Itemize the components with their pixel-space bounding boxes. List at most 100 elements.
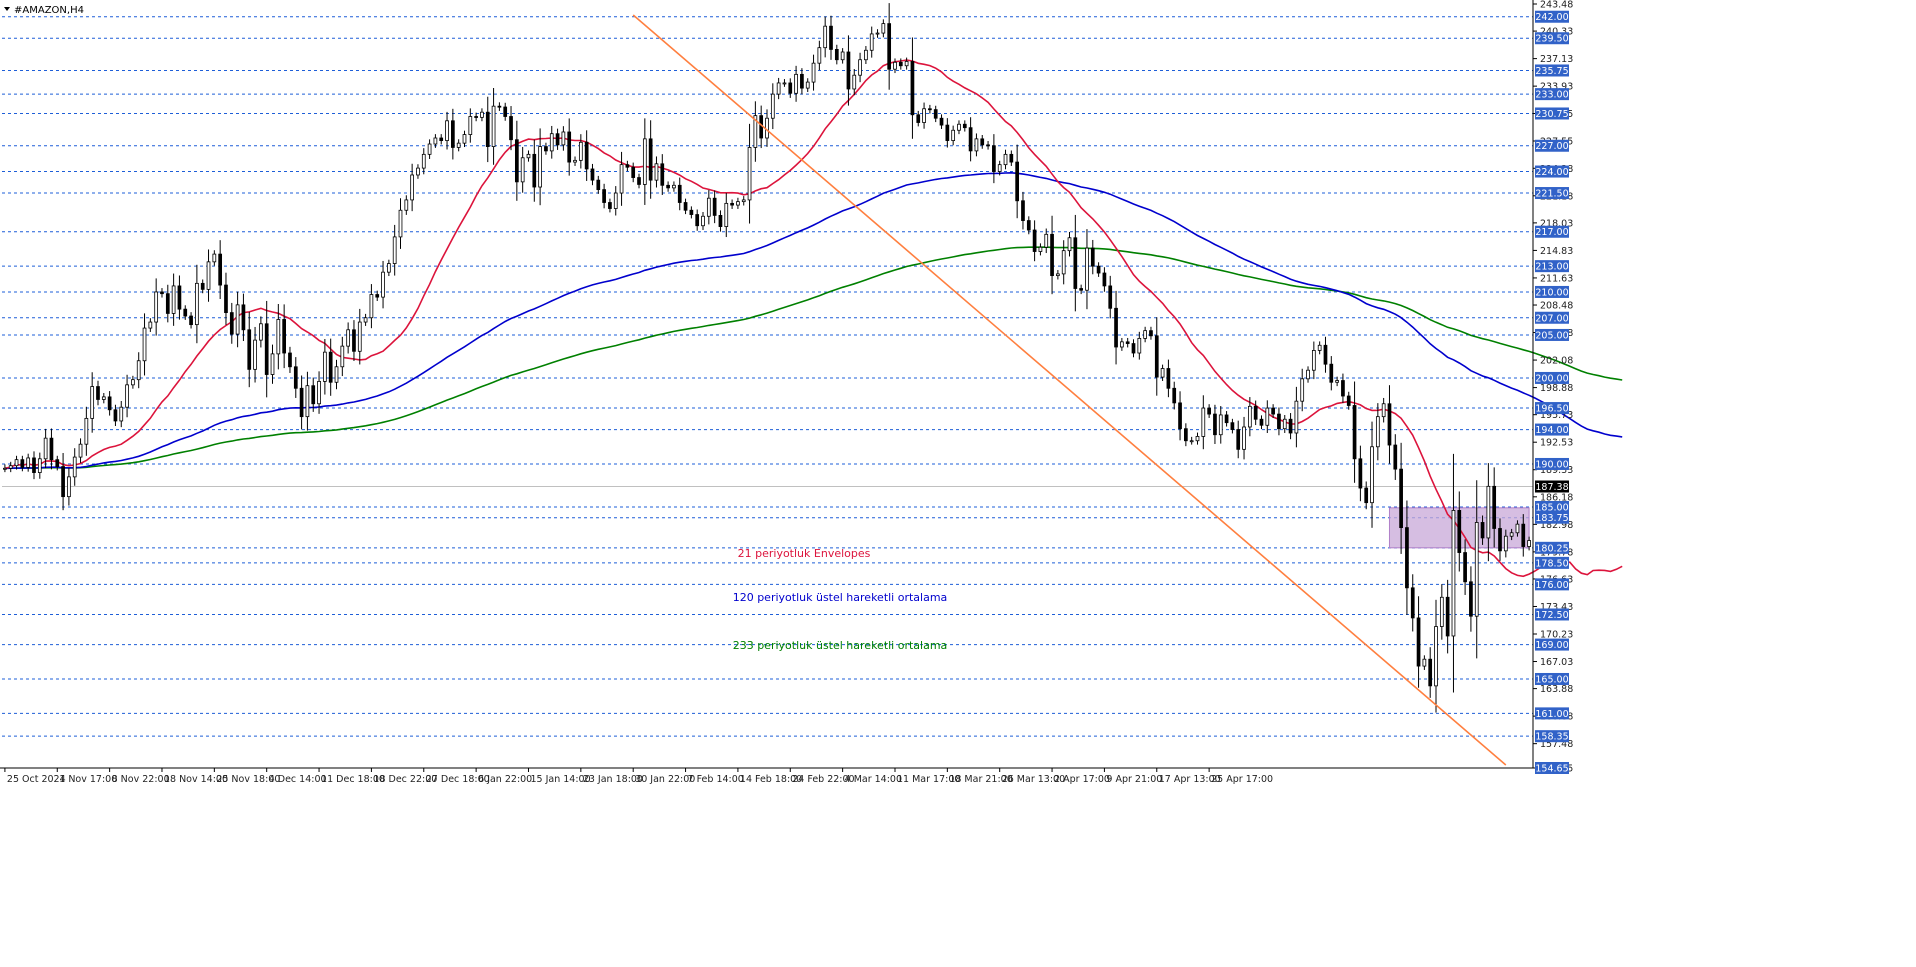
level-price-tag xyxy=(1535,32,1569,45)
candle-body xyxy=(788,82,793,94)
candle-body xyxy=(1120,341,1124,348)
candle-body xyxy=(1236,429,1241,450)
candle-body xyxy=(1375,416,1380,448)
candle-body xyxy=(1125,341,1130,344)
candle-body xyxy=(171,285,176,314)
candle-body xyxy=(718,215,723,227)
candle-body xyxy=(509,116,513,141)
candle-body xyxy=(939,117,944,126)
level-price-label: 233.00 xyxy=(1535,90,1568,101)
horizontal-levels xyxy=(2,16,1533,769)
candle-body xyxy=(1329,363,1334,383)
candle-body xyxy=(514,139,519,183)
candle-body xyxy=(689,209,694,215)
candle-body xyxy=(1021,200,1025,221)
candle-body xyxy=(241,304,246,331)
x-tick-label: 25 Oct 2024 xyxy=(7,774,66,785)
candle-body xyxy=(619,164,624,194)
candle-body xyxy=(416,167,420,176)
candle-body xyxy=(3,467,7,470)
candle-body xyxy=(677,184,682,203)
y-tick-label: 202.08 xyxy=(1540,356,1573,367)
level-price-tag xyxy=(1535,541,1569,554)
candle-body xyxy=(1213,413,1217,436)
envelope-21-line[interactable] xyxy=(4,59,1623,578)
candle-body xyxy=(8,465,13,469)
candle-body xyxy=(462,134,467,144)
level-price-label: 154.65 xyxy=(1535,764,1568,775)
candle-body xyxy=(113,409,118,422)
candle-body xyxy=(1096,265,1101,274)
candle-body xyxy=(1154,335,1159,378)
level-price-tag xyxy=(1535,139,1569,152)
candle-body xyxy=(1306,369,1310,380)
level-price-tag xyxy=(1535,371,1569,384)
candle-body xyxy=(613,192,618,209)
candle-body xyxy=(1451,510,1456,637)
candle-body xyxy=(125,384,129,408)
y-tick-label: 186.18 xyxy=(1540,492,1573,503)
candle-body xyxy=(67,476,71,498)
candle-body xyxy=(1434,626,1438,687)
candle-body xyxy=(1428,658,1433,687)
candle-body xyxy=(840,51,845,61)
candle-body xyxy=(1189,440,1194,443)
trendline[interactable] xyxy=(632,14,1507,766)
level-price-tag xyxy=(1535,107,1569,120)
candle-body xyxy=(189,315,193,326)
candle-body xyxy=(561,131,566,146)
level-price-label: 172.50 xyxy=(1535,610,1568,621)
level-price-label: 224.00 xyxy=(1535,167,1568,178)
candle-body xyxy=(1498,528,1502,552)
level-price-label: 180.25 xyxy=(1535,543,1568,554)
x-tick-label: 30 Jan 22:00 xyxy=(635,774,695,785)
candle-body xyxy=(1067,237,1072,252)
candle-body xyxy=(1317,344,1322,351)
candle-body xyxy=(544,146,548,152)
candle-body xyxy=(800,73,804,89)
candle-body xyxy=(910,61,915,116)
candle-body xyxy=(1160,368,1165,378)
candle-body xyxy=(654,163,659,181)
candle-body xyxy=(32,457,36,473)
candle-body xyxy=(375,294,380,298)
candle-body xyxy=(55,459,60,467)
candle-body xyxy=(421,153,426,169)
dropdown-triangle-icon[interactable] xyxy=(4,7,10,11)
candle-body xyxy=(398,209,403,238)
candle-body xyxy=(770,93,775,119)
level-price-label: 221.50 xyxy=(1535,189,1568,200)
candle-body xyxy=(1201,407,1206,437)
candle-body xyxy=(43,437,48,460)
ema-120-line[interactable] xyxy=(4,171,1623,470)
candle-body xyxy=(1259,418,1264,426)
candle-body xyxy=(1009,153,1014,163)
candle-body xyxy=(1352,405,1357,460)
candle-body xyxy=(590,168,595,181)
candle-body xyxy=(1085,247,1089,291)
x-tick-label: 18 Dec 22:00 xyxy=(373,774,437,785)
candle-body xyxy=(584,141,589,170)
candle-body xyxy=(1346,395,1351,406)
candle-body xyxy=(602,189,606,203)
candle-body xyxy=(1311,350,1316,371)
candle-body xyxy=(962,123,967,129)
level-price-tag xyxy=(1535,672,1569,685)
candle-body xyxy=(456,142,461,148)
candle-body xyxy=(1492,485,1497,529)
level-price-label: 165.00 xyxy=(1535,674,1568,685)
ema-233-line[interactable] xyxy=(4,246,1623,470)
candle-body xyxy=(1527,540,1531,547)
level-price-tag xyxy=(1535,608,1569,621)
candle-body xyxy=(1503,535,1508,552)
candle-body xyxy=(1195,436,1200,442)
candle-body xyxy=(334,366,339,383)
candle-body xyxy=(1457,510,1462,553)
candle-body xyxy=(1079,288,1083,291)
candle-body xyxy=(119,406,124,422)
candle-body xyxy=(829,25,833,50)
candle-body xyxy=(101,396,106,400)
candle-body xyxy=(869,33,874,51)
